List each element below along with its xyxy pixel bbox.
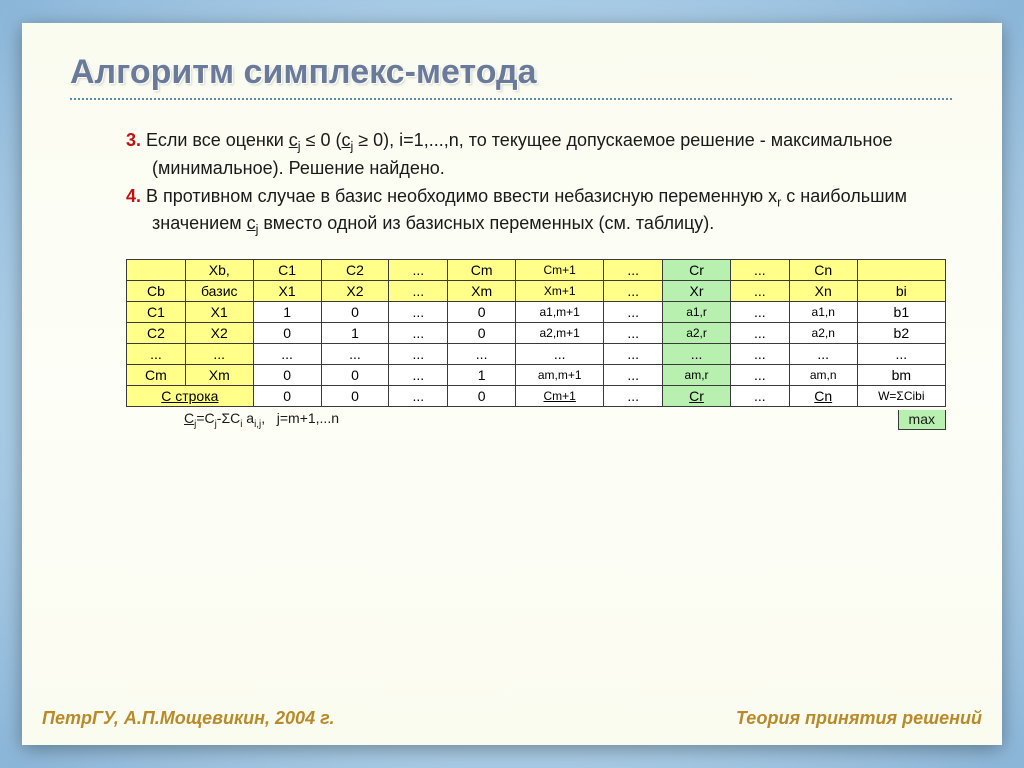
footer-left: ПетрГУ, А.П.Мощевикин, 2004 г.: [42, 708, 334, 729]
footer-right: Теория принятия решений: [736, 708, 982, 729]
step-4: 4. В противном случае в базис необходимо…: [126, 184, 944, 239]
table-header-1: Xb, C1 C2 ... Cm Cm+1 ... Cr ... Cn: [127, 260, 946, 281]
step-3-number: 3.: [126, 130, 141, 150]
step-3: 3. Если все оценки cj ≤ 0 (cj ≥ 0), i=1,…: [126, 128, 944, 180]
table-row: C1 X1 1 0 ... 0 a1,m+1 ... a1,r ... a1,n…: [127, 302, 946, 323]
table-row: Cm Xm 0 0 ... 1 am,m+1 ... am,r ... am,n…: [127, 365, 946, 386]
simplex-table-wrap: Xb, C1 C2 ... Cm Cm+1 ... Cr ... Cn Cb б…: [70, 259, 954, 430]
slide: Алгоритм симплекс-метода 3. Если все оце…: [22, 23, 1002, 745]
formula-row: Cj=Cj-ΣCi ai,j, j=m+1,...n max: [126, 410, 946, 430]
formula-left: Cj=Cj-ΣCi ai,j, j=m+1,...n: [126, 410, 339, 430]
table-c-row: C строка 0 0 ... 0 Cm+1 ... Cr ... Cn W=…: [127, 386, 946, 407]
formula-max: max: [898, 410, 946, 430]
cj-underlined: cj: [289, 130, 301, 150]
simplex-table: Xb, C1 C2 ... Cm Cm+1 ... Cr ... Cn Cb б…: [126, 259, 946, 407]
step-4-number: 4.: [126, 186, 141, 206]
table-header-2: Cb базис X1 X2 ... Xm Xm+1 ... Xr ... Xn…: [127, 281, 946, 302]
table-row: C2 X2 0 1 ... 0 a2,m+1 ... a2,r ... a2,n…: [127, 323, 946, 344]
page-title: Алгоритм симплекс-метода: [70, 53, 954, 92]
table-row: ... ... ... ... ... ... ... ... ... ... …: [127, 344, 946, 365]
slide-footer: ПетрГУ, А.П.Мощевикин, 2004 г. Теория пр…: [42, 708, 982, 729]
body-text: 3. Если все оценки cj ≤ 0 (cj ≥ 0), i=1,…: [70, 128, 954, 239]
title-divider: [70, 98, 954, 100]
